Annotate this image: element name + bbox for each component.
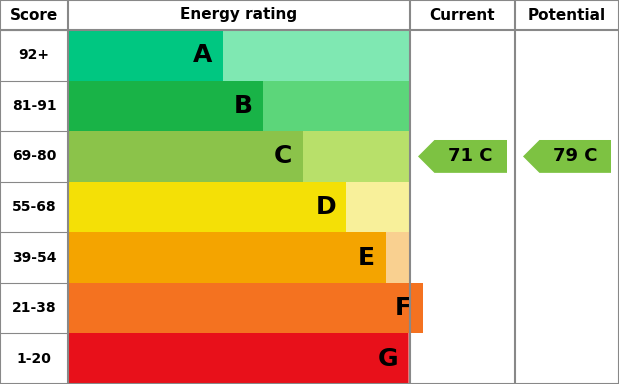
Text: Current: Current <box>430 8 495 23</box>
Bar <box>68 333 408 384</box>
Text: Energy rating: Energy rating <box>180 8 298 23</box>
Text: 71 C: 71 C <box>449 147 493 166</box>
Text: 69-80: 69-80 <box>12 149 56 164</box>
Text: E: E <box>358 246 374 270</box>
Bar <box>68 232 386 283</box>
Text: Score: Score <box>10 8 58 23</box>
Text: B: B <box>233 94 253 118</box>
Bar <box>68 131 303 182</box>
Text: F: F <box>394 296 412 320</box>
Text: D: D <box>316 195 336 219</box>
Text: C: C <box>274 144 292 169</box>
Bar <box>68 182 410 232</box>
Text: 81-91: 81-91 <box>12 99 56 113</box>
Text: 39-54: 39-54 <box>12 251 56 265</box>
Bar <box>68 182 346 232</box>
Text: 1-20: 1-20 <box>17 352 51 366</box>
Bar <box>68 30 223 81</box>
Text: A: A <box>193 43 213 67</box>
Bar <box>68 81 410 131</box>
Bar <box>68 131 410 182</box>
Polygon shape <box>418 140 507 173</box>
Bar <box>68 232 410 283</box>
Bar <box>68 30 410 81</box>
Text: Potential: Potential <box>528 8 606 23</box>
Polygon shape <box>523 140 611 173</box>
Bar <box>68 283 410 333</box>
Text: 21-38: 21-38 <box>12 301 56 315</box>
Text: 55-68: 55-68 <box>12 200 56 214</box>
Bar <box>68 333 410 384</box>
Text: G: G <box>378 347 398 371</box>
Text: 79 C: 79 C <box>553 147 597 166</box>
Text: 92+: 92+ <box>19 48 50 62</box>
Bar <box>68 283 423 333</box>
Bar <box>68 81 263 131</box>
